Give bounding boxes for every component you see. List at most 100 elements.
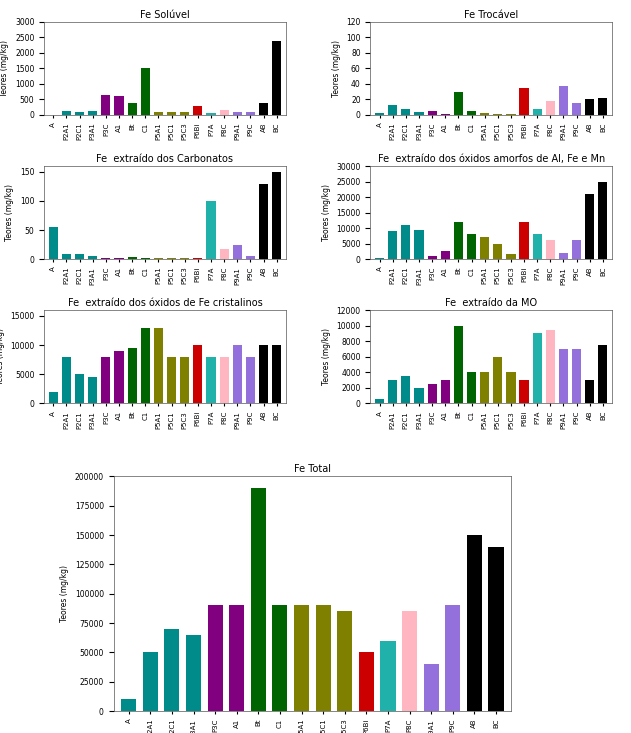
Bar (388, 231, 398, 259)
Bar (127, 257, 137, 259)
Bar (193, 106, 203, 115)
Bar (102, 258, 110, 259)
Bar (233, 112, 242, 115)
Bar (467, 535, 482, 711)
Bar (559, 253, 568, 259)
Bar (488, 547, 504, 711)
Bar (440, 380, 450, 403)
Bar (480, 114, 489, 115)
Y-axis label: Teores (mg/kg): Teores (mg/kg) (322, 184, 331, 241)
Y-axis label: Teores (mg/kg): Teores (mg/kg) (60, 565, 69, 622)
Bar (506, 372, 516, 403)
Bar (493, 114, 502, 115)
Bar (164, 629, 179, 711)
Bar (154, 111, 163, 115)
Bar (506, 254, 516, 259)
Bar (519, 88, 529, 115)
Bar (388, 380, 398, 403)
Bar (233, 245, 242, 259)
Bar (180, 258, 189, 259)
Title: Fe  extraído dos óxidos amorfos de Al, Fe e Mn: Fe extraído dos óxidos amorfos de Al, Fe… (377, 154, 605, 164)
Title: Fe  extraído da MO: Fe extraído da MO (445, 298, 538, 308)
Bar (337, 611, 352, 711)
Bar (193, 258, 203, 259)
Bar (428, 111, 437, 115)
Y-axis label: Teores (mg/kg): Teores (mg/kg) (0, 328, 4, 385)
Bar (506, 114, 516, 115)
Bar (401, 225, 411, 259)
Bar (546, 240, 555, 259)
Bar (585, 194, 594, 259)
Bar (62, 254, 71, 259)
Bar (388, 105, 398, 115)
Bar (454, 325, 463, 403)
Bar (559, 86, 568, 115)
Bar (88, 377, 97, 403)
Bar (454, 222, 463, 259)
Y-axis label: Teores (mg/kg): Teores (mg/kg) (332, 40, 341, 97)
Bar (49, 227, 58, 259)
Bar (127, 348, 137, 403)
Bar (167, 111, 176, 115)
Bar (233, 345, 242, 403)
Bar (75, 374, 84, 403)
Bar (480, 372, 489, 403)
Bar (154, 328, 163, 403)
Bar (316, 605, 331, 711)
Bar (423, 664, 439, 711)
Bar (88, 256, 97, 259)
Bar (572, 349, 581, 403)
Bar (401, 108, 411, 115)
Bar (273, 605, 288, 711)
Bar (229, 605, 244, 711)
Bar (428, 256, 437, 259)
Bar (114, 351, 124, 403)
Bar (49, 391, 58, 403)
Bar (102, 357, 110, 403)
Bar (440, 251, 450, 259)
Bar (141, 258, 150, 259)
Bar (167, 258, 176, 259)
Bar (272, 345, 281, 403)
Y-axis label: Teores (mg/kg): Teores (mg/kg) (6, 184, 15, 241)
Bar (493, 243, 502, 259)
Bar (143, 652, 158, 711)
Bar (467, 111, 476, 115)
Title: Fe  extraído dos óxidos de Fe cristalinos: Fe extraído dos óxidos de Fe cristalinos (68, 298, 262, 308)
Bar (272, 172, 281, 259)
Bar (546, 101, 555, 115)
Bar (415, 229, 423, 259)
Bar (206, 201, 216, 259)
Bar (585, 380, 594, 403)
Bar (401, 376, 411, 403)
Bar (127, 103, 137, 115)
Bar (598, 345, 608, 403)
Bar (245, 112, 255, 115)
Bar (402, 611, 417, 711)
Bar (141, 68, 150, 115)
Bar (180, 112, 189, 115)
Bar (141, 328, 150, 403)
Bar (186, 635, 201, 711)
Bar (572, 240, 581, 259)
Bar (598, 98, 608, 115)
Bar (415, 388, 423, 403)
Bar (533, 235, 542, 259)
Bar (294, 605, 309, 711)
Y-axis label: Teores (mg/kg): Teores (mg/kg) (322, 328, 331, 385)
Bar (375, 257, 384, 259)
Bar (533, 334, 542, 403)
Bar (245, 256, 255, 259)
Bar (154, 258, 163, 259)
Title: Fe Total: Fe Total (294, 464, 331, 474)
Bar (259, 345, 268, 403)
Bar (272, 41, 281, 115)
Title: Fe Solúvel: Fe Solúvel (140, 10, 190, 20)
Bar (359, 652, 374, 711)
Bar (480, 237, 489, 259)
Bar (245, 357, 255, 403)
Y-axis label: Teores (mg/kg): Teores (mg/kg) (1, 40, 9, 97)
Bar (467, 372, 476, 403)
Bar (375, 399, 384, 403)
Title: Fe Trocável: Fe Trocável (464, 10, 518, 20)
